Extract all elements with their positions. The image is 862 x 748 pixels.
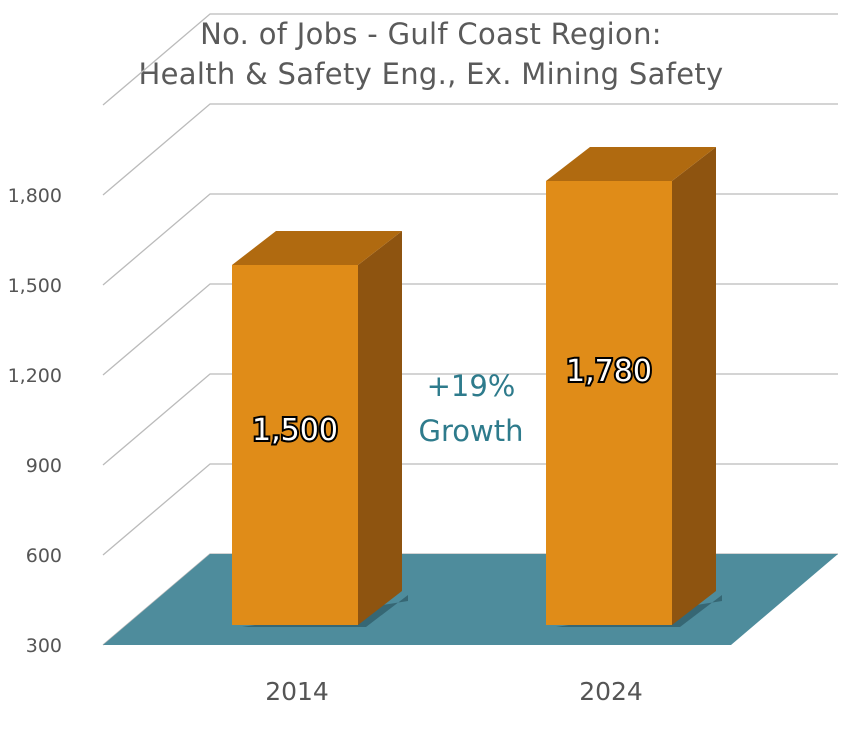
x-axis-ticks: 2014 2024 [265,677,643,706]
gridline [102,103,838,196]
bar-shadow [242,595,408,627]
y-tick-label: 600 [26,545,62,567]
growth-annotation-percent: +19% [427,369,516,403]
data-labels: 1,500 1,780 [250,352,654,450]
chart-title-line-1: No. of Jobs - Gulf Coast Region: [200,17,662,51]
floor [103,554,838,645]
bar-top [232,231,402,265]
gridline [102,463,838,556]
floor-plane [103,554,838,645]
y-tick-label: 1,800 [8,185,62,207]
bar-top [546,147,716,181]
x-tick-label: 2024 [579,677,643,706]
data-label: 1,500 [252,413,338,448]
bars [232,147,722,627]
gridline [102,283,838,376]
y-tick-label: 1,200 [8,365,62,387]
x-tick-label: 2014 [265,677,329,706]
bar-front [232,265,358,625]
bar-side [358,231,402,625]
data-label: 1,780 [566,354,652,389]
chart-title-line-2: Health & Safety Eng., Ex. Mining Safety [138,57,724,91]
y-tick-label: 900 [26,455,62,477]
growth-annotation-label: Growth [419,414,524,448]
gridline [102,193,838,286]
gridlines [102,13,838,646]
chart-title: No. of Jobs - Gulf Coast Region: Health … [0,14,862,94]
y-tick-label: 300 [26,635,62,657]
y-tick-label: 1,500 [8,275,62,297]
bar-shadow [556,595,722,627]
bar-front [546,181,672,625]
bar-side [672,147,716,625]
y-axis-ticks: 300 600 900 1,200 1,500 1,800 [8,185,62,657]
gridline [102,13,838,106]
